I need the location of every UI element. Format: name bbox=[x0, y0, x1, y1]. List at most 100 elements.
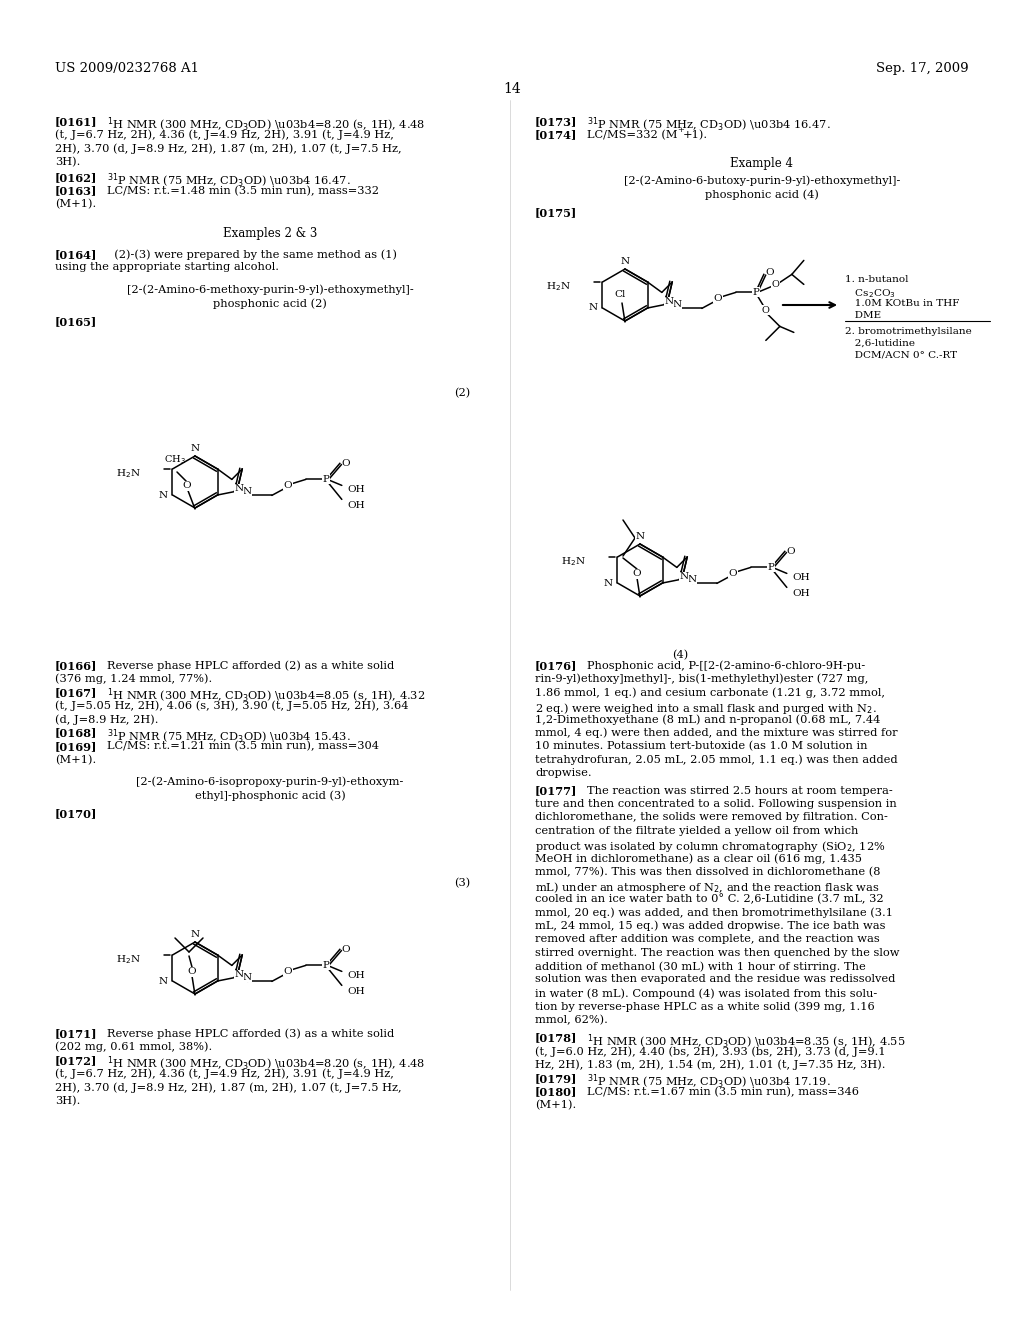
Text: [0171]: [0171] bbox=[55, 1028, 97, 1039]
Text: tetrahydrofuran, 2.05 mL, 2.05 mmol, 1.1 eq.) was then added: tetrahydrofuran, 2.05 mL, 2.05 mmol, 1.1… bbox=[535, 755, 898, 766]
Text: LC/MS=332 (M: LC/MS=332 (M bbox=[587, 129, 678, 140]
Text: US 2009/0232768 A1: US 2009/0232768 A1 bbox=[55, 62, 199, 75]
Text: N: N bbox=[190, 444, 200, 453]
Text: N: N bbox=[680, 573, 689, 581]
Text: 1.0M KOtBu in THF: 1.0M KOtBu in THF bbox=[845, 300, 959, 308]
Text: (t, J=6.0 Hz, 2H), 4.40 (bs, 2H), 3.93 (bs, 2H), 3.73 (d, J=9.1: (t, J=6.0 Hz, 2H), 4.40 (bs, 2H), 3.93 (… bbox=[535, 1045, 886, 1056]
Text: (2)-(3) were prepared by the same method as (1): (2)-(3) were prepared by the same method… bbox=[106, 249, 397, 260]
Text: Phosphonic acid, P-[[2-(2-amino-6-chloro-9H-pu-: Phosphonic acid, P-[[2-(2-amino-6-chloro… bbox=[587, 660, 865, 671]
Text: N: N bbox=[672, 300, 681, 309]
Text: [0177]: [0177] bbox=[535, 785, 578, 796]
Text: N: N bbox=[159, 977, 168, 986]
Text: O: O bbox=[284, 480, 292, 490]
Text: [0173]: [0173] bbox=[535, 116, 578, 127]
Text: mmol, 4 eq.) were then added, and the mixture was stirred for: mmol, 4 eq.) were then added, and the mi… bbox=[535, 727, 898, 738]
Text: LC/MS: r.t.=1.21 min (3.5 min run), mass=304: LC/MS: r.t.=1.21 min (3.5 min run), mass… bbox=[106, 741, 379, 751]
Text: N: N bbox=[636, 532, 644, 541]
Text: O: O bbox=[342, 945, 350, 954]
Text: (d, J=8.9 Hz, 2H).: (d, J=8.9 Hz, 2H). bbox=[55, 714, 159, 725]
Text: P: P bbox=[323, 475, 330, 484]
Text: H$_2$N: H$_2$N bbox=[546, 281, 570, 293]
Text: Examples 2 & 3: Examples 2 & 3 bbox=[223, 227, 317, 240]
Text: N: N bbox=[234, 484, 244, 494]
Text: O: O bbox=[728, 569, 737, 578]
Text: mL) under an atmosphere of N$_2$, and the reaction flask was: mL) under an atmosphere of N$_2$, and th… bbox=[535, 880, 880, 895]
Text: removed after addition was complete, and the reaction was: removed after addition was complete, and… bbox=[535, 935, 880, 944]
Text: [0176]: [0176] bbox=[535, 660, 578, 671]
Text: [2-(2-Amino-6-butoxy-purin-9-yl)-ethoxymethyl]-: [2-(2-Amino-6-butoxy-purin-9-yl)-ethoxym… bbox=[624, 176, 900, 186]
Text: $^{31}$P NMR (75 MHz, CD$_3$OD) \u03b4 16.47.: $^{31}$P NMR (75 MHz, CD$_3$OD) \u03b4 1… bbox=[587, 116, 830, 135]
Text: mmol, 20 eq.) was added, and then bromotrimethylsilane (3.1: mmol, 20 eq.) was added, and then bromot… bbox=[535, 907, 893, 917]
Text: O: O bbox=[766, 268, 774, 277]
Text: ethyl]-phosphonic acid (3): ethyl]-phosphonic acid (3) bbox=[195, 789, 345, 800]
Text: [2-(2-Amino-6-methoxy-purin-9-yl)-ethoxymethyl]-: [2-(2-Amino-6-methoxy-purin-9-yl)-ethoxy… bbox=[127, 285, 414, 296]
Text: (t, J=6.7 Hz, 2H), 4.36 (t, J=4.9 Hz, 2H), 3.91 (t, J=4.9 Hz,: (t, J=6.7 Hz, 2H), 4.36 (t, J=4.9 Hz, 2H… bbox=[55, 1068, 394, 1078]
Text: (2): (2) bbox=[454, 388, 470, 399]
Text: mmol, 77%). This was then dissolved in dichloromethane (8: mmol, 77%). This was then dissolved in d… bbox=[535, 866, 881, 876]
Text: (202 mg, 0.61 mmol, 38%).: (202 mg, 0.61 mmol, 38%). bbox=[55, 1041, 212, 1052]
Text: LC/MS: r.t.=1.67 min (3.5 min run), mass=346: LC/MS: r.t.=1.67 min (3.5 min run), mass… bbox=[587, 1086, 859, 1097]
Text: O: O bbox=[187, 968, 197, 977]
Text: in water (8 mL). Compound (4) was isolated from this solu-: in water (8 mL). Compound (4) was isolat… bbox=[535, 987, 878, 998]
Text: [0180]: [0180] bbox=[535, 1086, 578, 1097]
Text: O: O bbox=[342, 459, 350, 467]
Text: $^{31}$P NMR (75 MHz, CD$_3$OD) \u03b4 16.47.: $^{31}$P NMR (75 MHz, CD$_3$OD) \u03b4 1… bbox=[106, 172, 350, 190]
Text: [0168]: [0168] bbox=[55, 727, 97, 738]
Text: N: N bbox=[621, 257, 630, 267]
Text: (4): (4) bbox=[672, 649, 688, 660]
Text: N: N bbox=[159, 491, 168, 499]
Text: $^{31}$P NMR (75 MHz, CD$_3$OD) \u03b4 17.19.: $^{31}$P NMR (75 MHz, CD$_3$OD) \u03b4 1… bbox=[587, 1073, 830, 1092]
Text: Cl: Cl bbox=[614, 290, 626, 300]
Text: $^{1}$H NMR (300 MHz, CD$_3$OD) \u03b4=8.05 (s, 1H), 4.32: $^{1}$H NMR (300 MHz, CD$_3$OD) \u03b4=8… bbox=[106, 686, 425, 705]
Text: 2H), 3.70 (d, J=8.9 Hz, 2H), 1.87 (m, 2H), 1.07 (t, J=7.5 Hz,: 2H), 3.70 (d, J=8.9 Hz, 2H), 1.87 (m, 2H… bbox=[55, 1082, 401, 1093]
Text: Example 4: Example 4 bbox=[730, 157, 794, 170]
Text: N: N bbox=[603, 578, 612, 587]
Text: O: O bbox=[772, 280, 779, 289]
Text: OH: OH bbox=[348, 500, 366, 510]
Text: N: N bbox=[242, 487, 251, 495]
Text: Reverse phase HPLC afforded (3) as a white solid: Reverse phase HPLC afforded (3) as a whi… bbox=[106, 1028, 394, 1039]
Text: 2,6-lutidine: 2,6-lutidine bbox=[845, 339, 915, 348]
Text: (3): (3) bbox=[454, 878, 470, 888]
Text: $^{1}$H NMR (300 MHz, CD$_3$OD) \u03b4=8.20 (s, 1H), 4.48: $^{1}$H NMR (300 MHz, CD$_3$OD) \u03b4=8… bbox=[106, 1055, 425, 1073]
Text: 3H).: 3H). bbox=[55, 1096, 80, 1106]
Text: P: P bbox=[753, 288, 759, 297]
Text: [2-(2-Amino-6-isopropoxy-purin-9-yl)-ethoxym-: [2-(2-Amino-6-isopropoxy-purin-9-yl)-eth… bbox=[136, 776, 403, 787]
Text: (M+1).: (M+1). bbox=[535, 1100, 577, 1110]
Text: OH: OH bbox=[348, 987, 366, 995]
Text: [0178]: [0178] bbox=[535, 1032, 578, 1044]
Text: mmol, 62%).: mmol, 62%). bbox=[535, 1015, 608, 1026]
Text: (M+1).: (M+1). bbox=[55, 199, 96, 210]
Text: OH: OH bbox=[793, 589, 810, 598]
Text: 2. bromotrimethylsilane: 2. bromotrimethylsilane bbox=[845, 327, 972, 337]
Text: [0172]: [0172] bbox=[55, 1055, 97, 1067]
Text: (t, J=6.7 Hz, 2H), 4.36 (t, J=4.9 Hz, 2H), 3.91 (t, J=4.9 Hz,: (t, J=6.7 Hz, 2H), 4.36 (t, J=4.9 Hz, 2H… bbox=[55, 129, 394, 140]
Text: N: N bbox=[665, 297, 674, 306]
Text: N: N bbox=[687, 574, 696, 583]
Text: cooled in an ice water bath to 0° C. 2,6-Lutidine (3.7 mL, 32: cooled in an ice water bath to 0° C. 2,6… bbox=[535, 894, 884, 904]
Text: (M+1).: (M+1). bbox=[55, 755, 96, 764]
Text: [0165]: [0165] bbox=[55, 315, 97, 327]
Text: Cs$_2$CO$_3$: Cs$_2$CO$_3$ bbox=[845, 286, 896, 300]
Text: LC/MS: r.t.=1.48 min (3.5 min run), mass=332: LC/MS: r.t.=1.48 min (3.5 min run), mass… bbox=[106, 186, 379, 195]
Text: OH: OH bbox=[348, 484, 366, 494]
Text: DME: DME bbox=[845, 312, 881, 319]
Text: O: O bbox=[284, 966, 292, 975]
Text: [0167]: [0167] bbox=[55, 686, 97, 698]
Text: H$_2$N: H$_2$N bbox=[561, 556, 586, 569]
Text: [0179]: [0179] bbox=[535, 1073, 578, 1084]
Text: OH: OH bbox=[793, 573, 810, 582]
Text: 10 minutes. Potassium tert-butoxide (as 1.0 M solution in: 10 minutes. Potassium tert-butoxide (as … bbox=[535, 741, 867, 751]
Text: H$_2$N: H$_2$N bbox=[116, 467, 140, 480]
Text: Hz, 2H), 1.83 (m, 2H), 1.54 (m, 2H), 1.01 (t, J=7.35 Hz, 3H).: Hz, 2H), 1.83 (m, 2H), 1.54 (m, 2H), 1.0… bbox=[535, 1060, 886, 1071]
Text: 14: 14 bbox=[503, 82, 521, 96]
Text: 3H).: 3H). bbox=[55, 157, 80, 166]
Text: [0162]: [0162] bbox=[55, 172, 97, 183]
Text: mL, 24 mmol, 15 eq.) was added dropwise. The ice bath was: mL, 24 mmol, 15 eq.) was added dropwise.… bbox=[535, 920, 886, 931]
Text: [0169]: [0169] bbox=[55, 741, 97, 752]
Text: OH: OH bbox=[348, 972, 366, 979]
Text: tion by reverse-phase HPLC as a white solid (399 mg, 1.16: tion by reverse-phase HPLC as a white so… bbox=[535, 1002, 874, 1012]
Text: (t, J=5.05 Hz, 2H), 4.06 (s, 3H), 3.90 (t, J=5.05 Hz, 2H), 3.64: (t, J=5.05 Hz, 2H), 4.06 (s, 3H), 3.90 (… bbox=[55, 701, 409, 711]
Text: 1. n-butanol: 1. n-butanol bbox=[845, 275, 908, 284]
Text: rin-9-yl)ethoxy]methyl]-, bis(1-methylethyl)ester (727 mg,: rin-9-yl)ethoxy]methyl]-, bis(1-methylet… bbox=[535, 673, 868, 684]
